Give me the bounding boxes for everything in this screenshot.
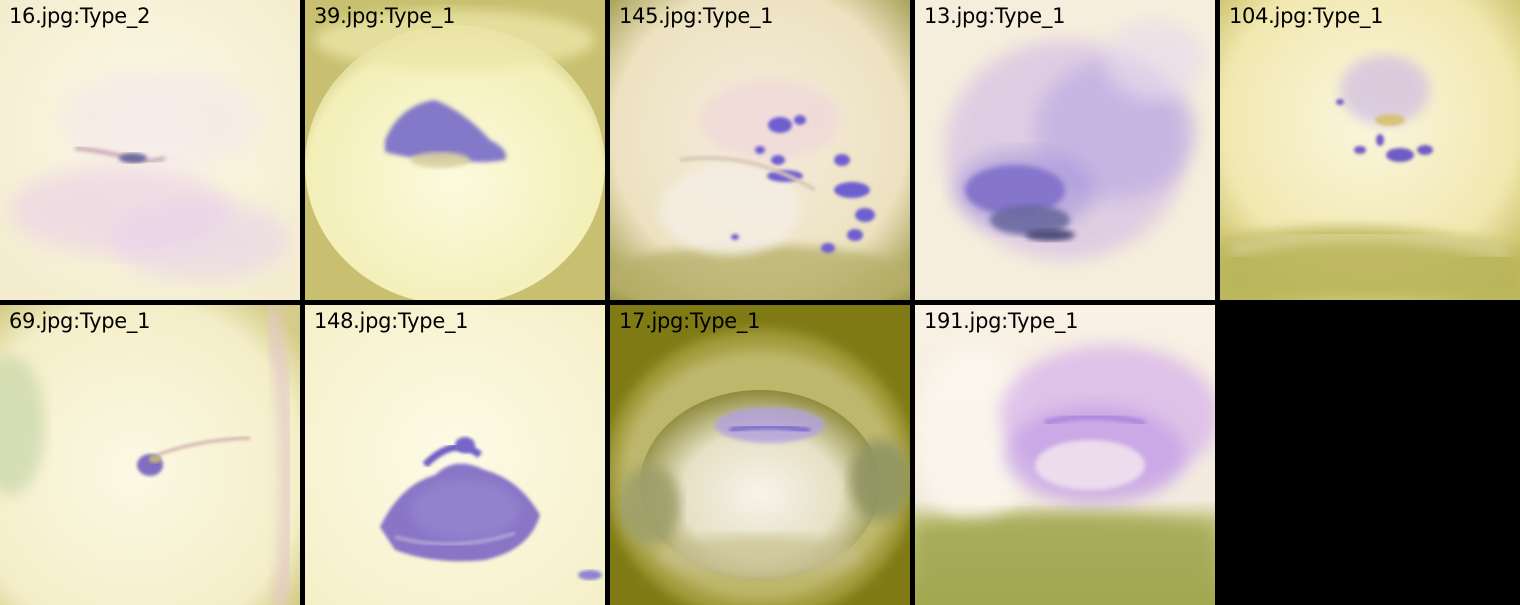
image-tile: 39.jpg:Type_1 xyxy=(305,0,605,300)
cervix-photo xyxy=(0,0,300,300)
cervix-photo xyxy=(915,0,1215,300)
image-label: 145.jpg:Type_1 xyxy=(619,4,774,28)
image-tile: 16.jpg:Type_2 xyxy=(0,0,300,300)
image-tile: 145.jpg:Type_1 xyxy=(610,0,910,300)
cervix-photo xyxy=(610,0,910,300)
cervix-photo xyxy=(305,0,605,300)
image-tile: 104.jpg:Type_1 xyxy=(1220,0,1520,300)
image-label: 39.jpg:Type_1 xyxy=(314,4,456,28)
image-tile: 148.jpg:Type_1 xyxy=(305,305,605,605)
image-tile: 69.jpg:Type_1 xyxy=(0,305,300,605)
cervix-photo xyxy=(0,305,300,605)
cervix-photo xyxy=(1220,0,1520,300)
cervix-photo xyxy=(610,305,910,605)
image-label: 17.jpg:Type_1 xyxy=(619,309,761,333)
image-tile: 13.jpg:Type_1 xyxy=(915,0,1215,300)
cervix-photo xyxy=(915,305,1215,605)
image-label: 16.jpg:Type_2 xyxy=(9,4,151,28)
image-label: 148.jpg:Type_1 xyxy=(314,309,469,333)
image-label: 191.jpg:Type_1 xyxy=(924,309,1079,333)
image-tile: 17.jpg:Type_1 xyxy=(610,305,910,605)
image-label: 13.jpg:Type_1 xyxy=(924,4,1066,28)
cervix-photo xyxy=(305,305,605,605)
image-label: 69.jpg:Type_1 xyxy=(9,309,151,333)
empty-tile xyxy=(1220,305,1520,605)
image-label: 104.jpg:Type_1 xyxy=(1229,4,1384,28)
image-tile: 191.jpg:Type_1 xyxy=(915,305,1215,605)
